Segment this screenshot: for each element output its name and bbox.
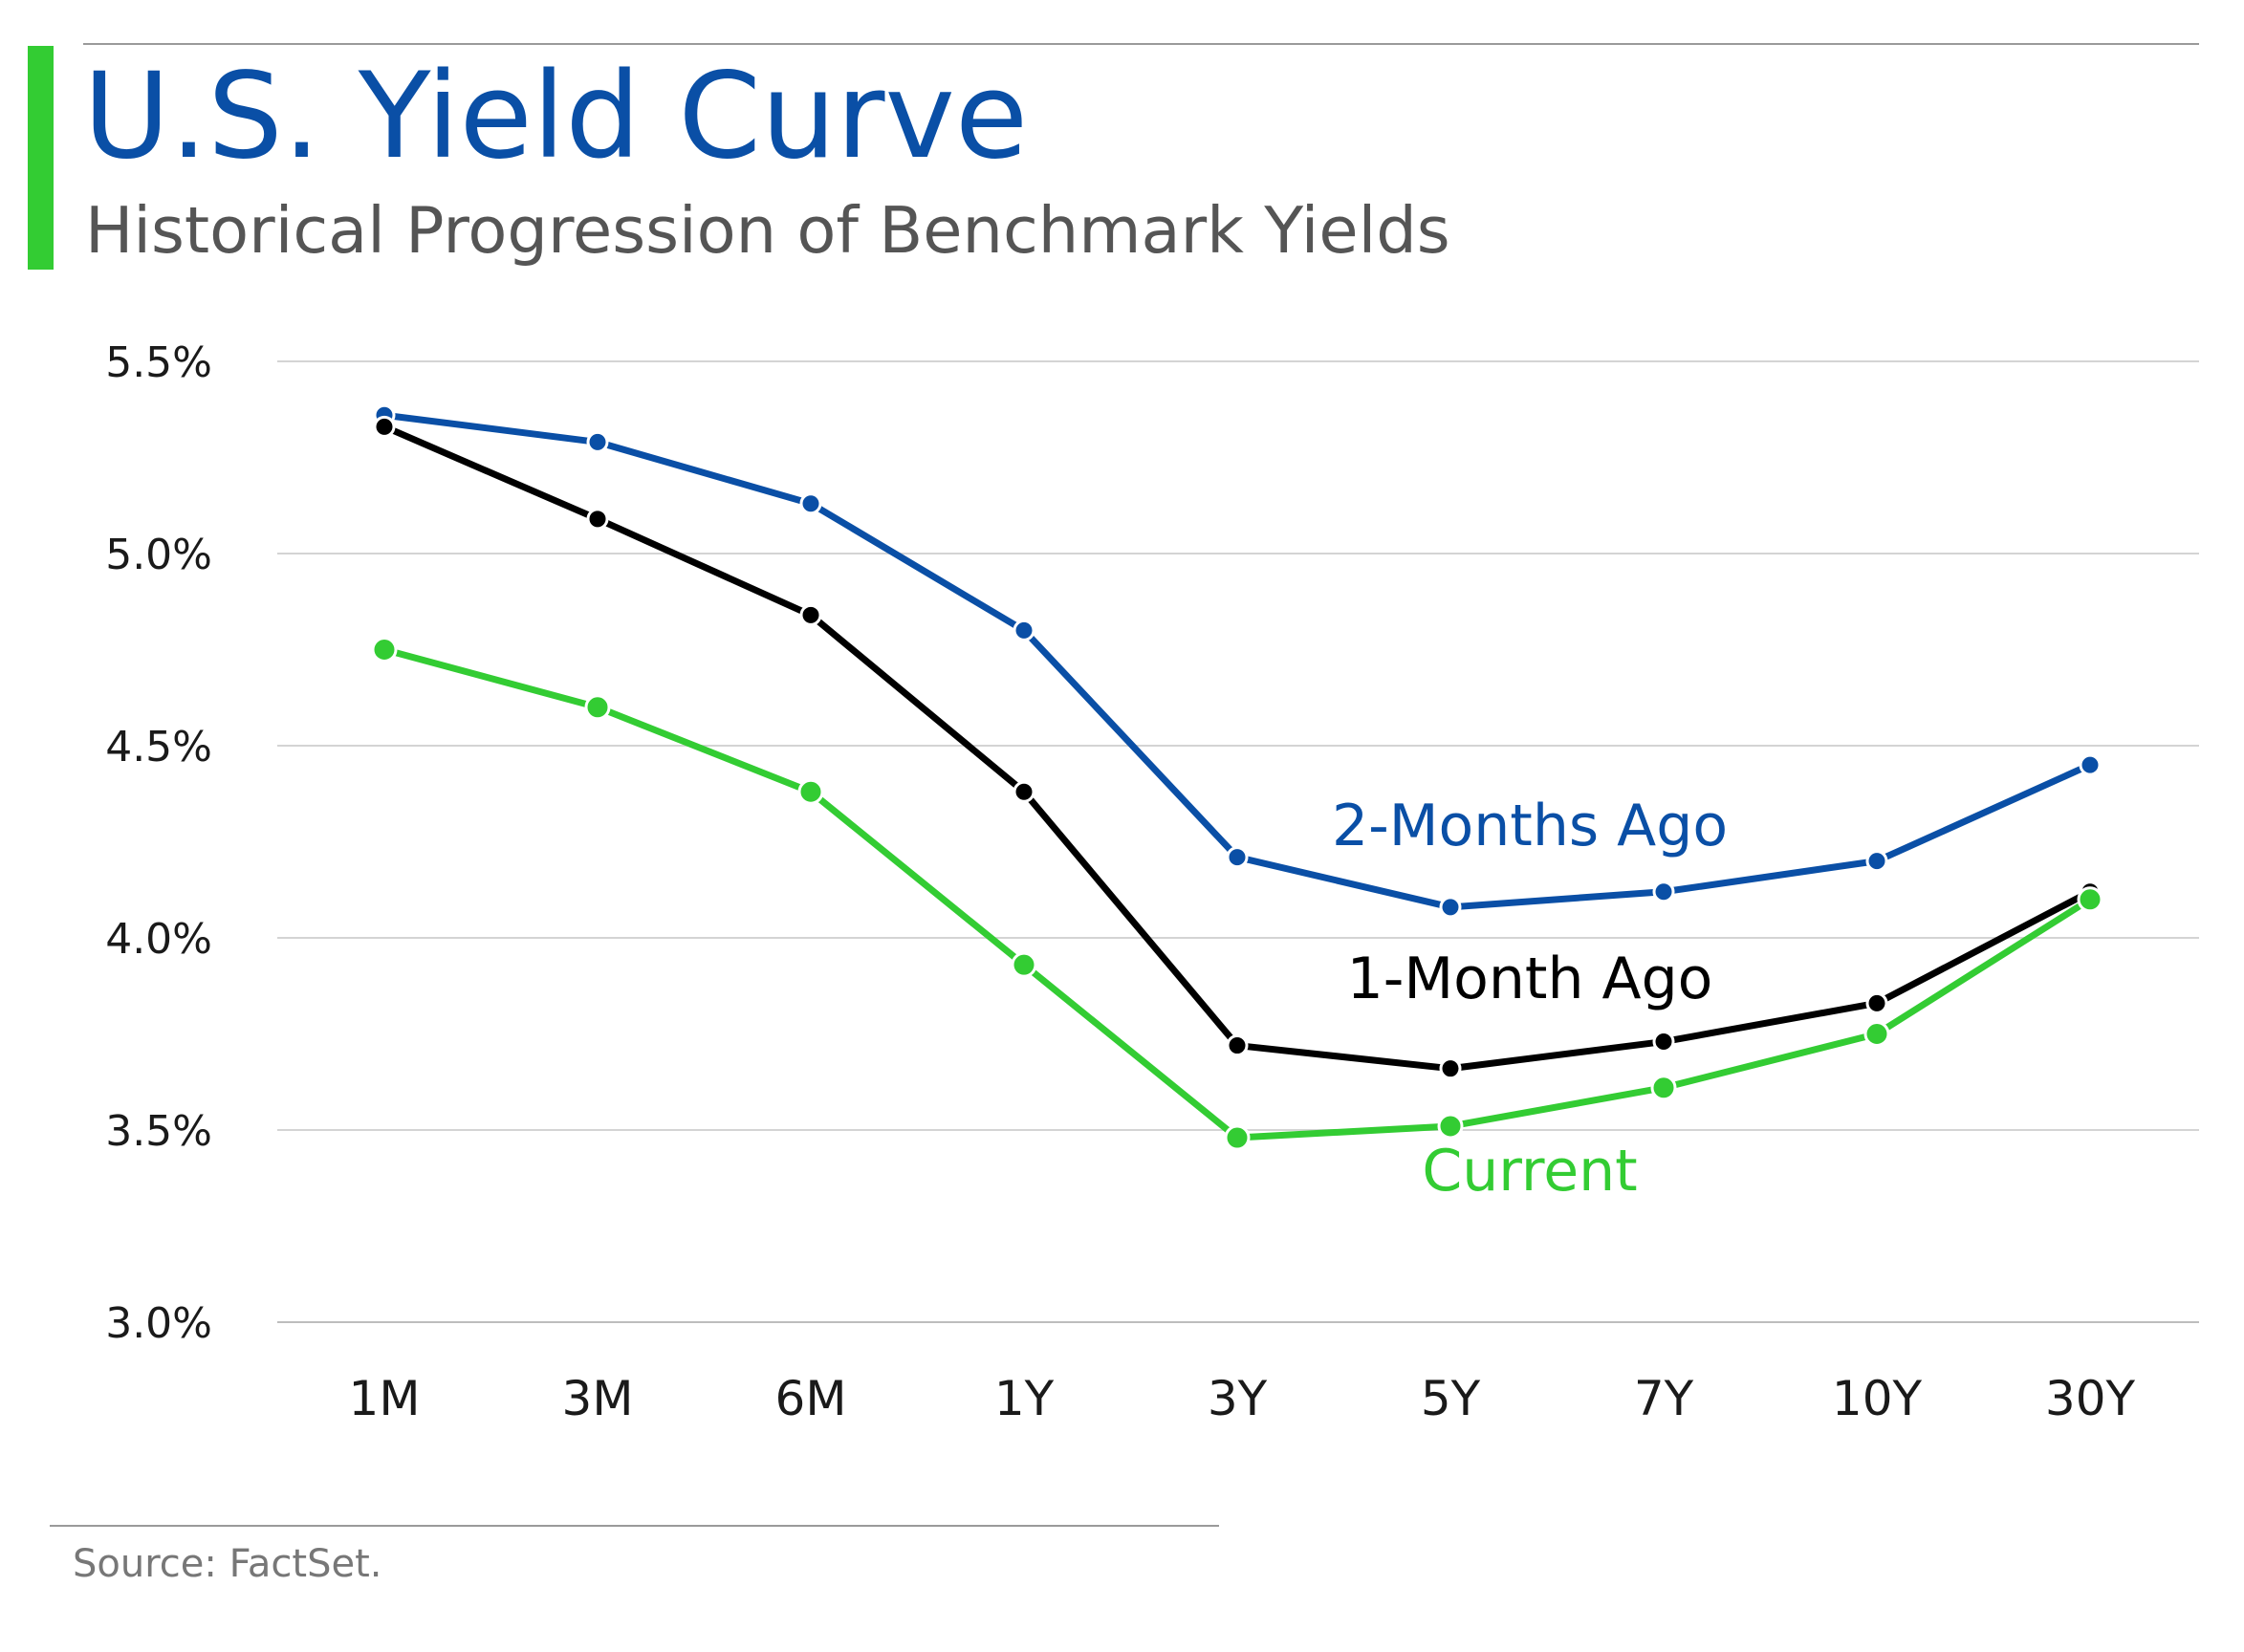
data-point <box>1865 991 1888 1014</box>
series-2-months-ago <box>373 403 2102 919</box>
data-point <box>1652 1031 1675 1054</box>
data-point <box>1865 850 1888 873</box>
y-tick-label: 4.5% <box>105 723 212 772</box>
x-tick-label: 7Y <box>1634 1371 1694 1426</box>
series-lines <box>371 403 2103 1151</box>
series-current <box>371 637 2103 1151</box>
data-point <box>373 415 396 438</box>
data-point <box>1439 896 1462 919</box>
x-tick-label: 10Y <box>1832 1371 1923 1426</box>
chart-subtitle: Historical Progression of Benchmark Yiel… <box>85 193 1450 268</box>
y-tick-label: 3.0% <box>105 1299 212 1348</box>
series-line <box>382 424 2092 1073</box>
accent-bar <box>28 46 54 270</box>
data-point <box>1013 619 1035 641</box>
series-label: 1-Month Ago <box>1347 946 1713 1012</box>
data-point <box>1226 1034 1249 1057</box>
y-tick-label: 5.0% <box>105 531 212 579</box>
data-point <box>371 637 398 663</box>
source-note: Source: FactSet. <box>73 1542 382 1586</box>
data-point <box>1437 1113 1464 1140</box>
series-label: 2-Months Ago <box>1332 793 1728 859</box>
chart-title: U.S. Yield Curve <box>83 48 1029 185</box>
data-point <box>1439 1057 1462 1080</box>
grid-lines <box>277 360 2199 1323</box>
data-point <box>584 694 611 721</box>
x-tick-label: 1M <box>349 1371 421 1426</box>
x-axis-ticks: 1M 3M 6M 1Y 3Y 5Y 7Y 10Y 30Y <box>349 1371 2136 1426</box>
x-tick-label: 6M <box>775 1371 847 1426</box>
data-point <box>1863 1021 1890 1047</box>
y-tick-label: 5.5% <box>105 338 212 387</box>
series-label: Current <box>1422 1138 1637 1205</box>
data-point <box>2077 886 2103 913</box>
x-tick-label: 5Y <box>1421 1371 1481 1426</box>
x-tick-label: 30Y <box>2045 1371 2136 1426</box>
y-tick-label: 4.0% <box>105 915 212 964</box>
data-point <box>1652 880 1675 903</box>
data-point <box>1650 1075 1677 1101</box>
data-point <box>799 492 822 515</box>
data-point <box>799 603 822 626</box>
data-point <box>586 508 609 531</box>
data-point <box>797 778 824 805</box>
data-point <box>1224 1124 1251 1151</box>
series-line <box>383 411 2092 911</box>
top-rule <box>83 43 2199 45</box>
x-tick-label: 1Y <box>994 1371 1055 1426</box>
series-line <box>383 646 2092 1141</box>
y-axis-ticks: 3.0% 3.5% 4.0% 4.5% 5.0% 5.5% <box>105 338 212 1348</box>
data-point <box>2079 753 2102 776</box>
data-point <box>1226 846 1249 869</box>
x-tick-label: 3M <box>562 1371 634 1426</box>
data-point <box>1011 951 1037 978</box>
series-labels: 2-Months Ago 1-Month Ago Current <box>1332 793 1728 1205</box>
data-point <box>586 430 609 453</box>
y-tick-label: 3.5% <box>105 1107 212 1156</box>
x-tick-label: 3Y <box>1208 1371 1268 1426</box>
series-1-month-ago <box>373 415 2102 1080</box>
data-point <box>1013 780 1035 803</box>
source-rule <box>50 1525 1219 1527</box>
